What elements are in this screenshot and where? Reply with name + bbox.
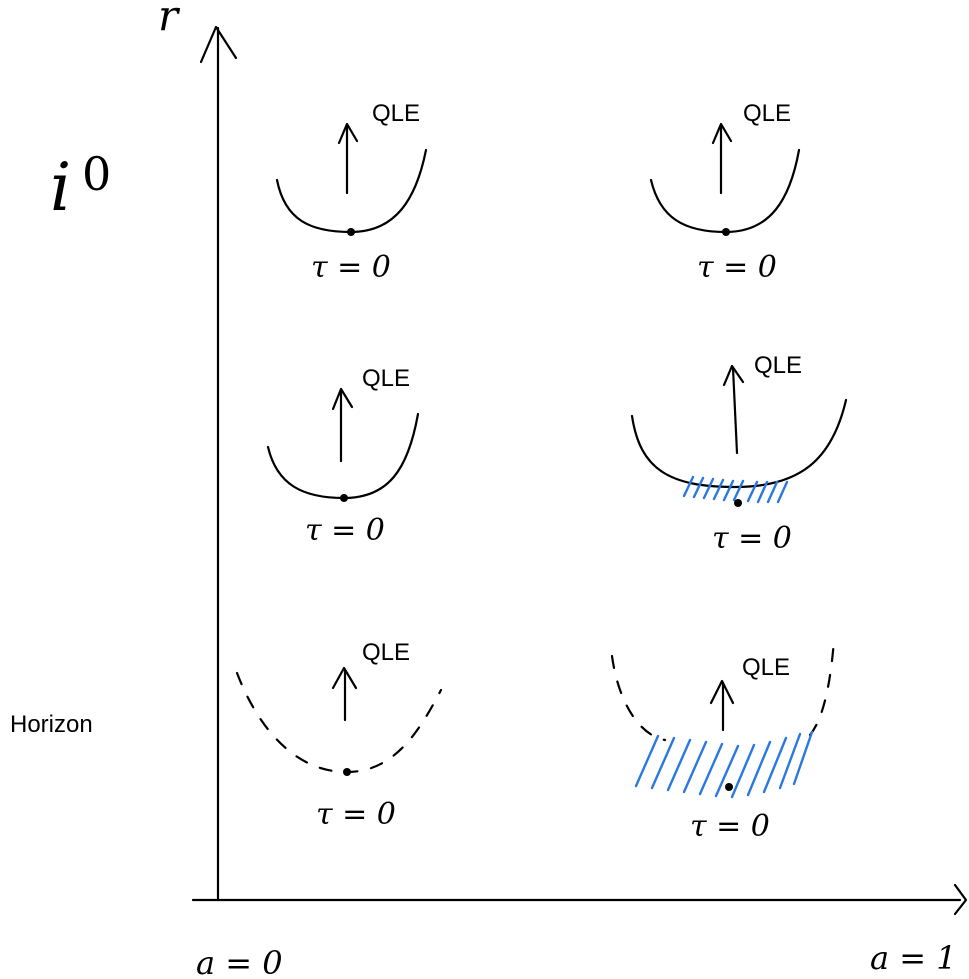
slice-curve-dashed xyxy=(235,671,443,774)
panel-middle-left: QLE τ = 0 xyxy=(266,365,420,548)
tau-zero-point xyxy=(347,228,355,236)
arrow-label: QLE xyxy=(754,352,802,379)
slice-curve xyxy=(630,398,848,489)
arrow-label: QLE xyxy=(362,365,410,392)
slice-curve xyxy=(275,148,428,234)
tau-label: τ = 0 xyxy=(311,250,391,285)
tau-zero-point xyxy=(734,499,742,507)
arrow-label: QLE xyxy=(372,100,420,127)
tau-label: τ = 0 xyxy=(697,250,777,285)
tau-label: τ = 0 xyxy=(305,513,385,548)
tau-zero-point xyxy=(725,783,733,791)
hatch-region xyxy=(634,730,814,799)
arrow-head xyxy=(331,387,354,411)
arrow-shaft xyxy=(731,366,739,455)
tau-zero-point xyxy=(722,228,730,236)
horizon-label: Horizon xyxy=(10,711,93,738)
axes xyxy=(191,25,968,916)
x-axis-left-label: a = 0 xyxy=(196,944,283,979)
arrow-label: QLE xyxy=(743,100,791,127)
arrow-head xyxy=(722,364,745,387)
spatial-infinity-base: i xyxy=(50,149,71,226)
tau-label: τ = 0 xyxy=(712,521,792,556)
arrow-head xyxy=(711,122,733,145)
arrow-label: QLE xyxy=(742,654,790,681)
x-axis-arrowhead xyxy=(953,883,968,916)
tau-zero-point xyxy=(340,494,348,502)
arrow-head xyxy=(709,679,735,705)
tau-label: τ = 0 xyxy=(690,809,770,844)
panel-top-left: QLE τ = 0 xyxy=(275,100,428,285)
spatial-infinity-label: i 0 xyxy=(50,147,111,226)
tau-label: τ = 0 xyxy=(316,797,396,832)
slice-curve-dashed xyxy=(610,638,836,742)
panel-bottom-right: QLE τ = 0 xyxy=(610,638,836,844)
y-axis-arrowhead xyxy=(199,25,238,64)
tau-zero-point xyxy=(343,768,351,776)
panel-middle-right: QLE τ = 0 xyxy=(630,352,848,556)
arrow-head xyxy=(331,666,358,690)
arrow-label: QLE xyxy=(362,639,410,666)
y-axis-label: r xyxy=(158,0,181,40)
x-axis-right-label: a = 1 xyxy=(870,939,957,977)
slice-curve xyxy=(649,148,801,234)
panel-bottom-left: QLE τ = 0 xyxy=(235,639,443,832)
hatch-region xyxy=(682,475,789,504)
arrow-head xyxy=(337,122,359,145)
spatial-infinity-superscript: 0 xyxy=(82,147,111,201)
panel-top-right: QLE τ = 0 xyxy=(649,100,801,285)
slice-curve xyxy=(266,412,420,500)
